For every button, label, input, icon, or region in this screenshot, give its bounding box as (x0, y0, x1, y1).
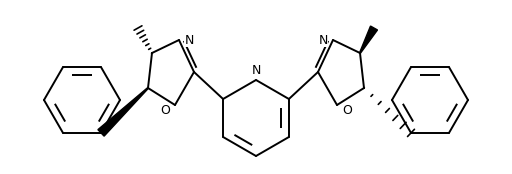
Text: O: O (160, 105, 170, 117)
Text: N: N (318, 34, 328, 46)
Polygon shape (359, 26, 377, 53)
Text: N: N (184, 34, 194, 46)
Text: O: O (342, 105, 352, 117)
Polygon shape (98, 88, 148, 136)
Text: N: N (251, 64, 261, 77)
